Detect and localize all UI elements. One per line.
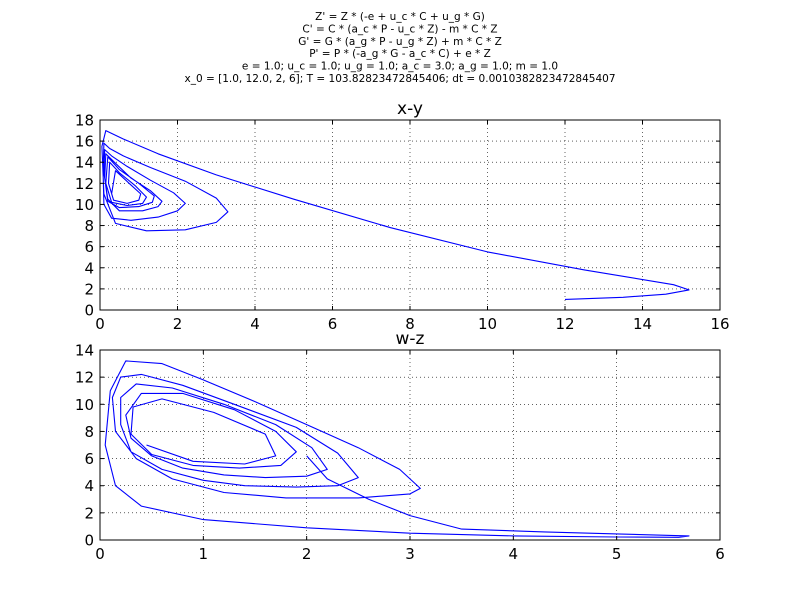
y-tick-label: 4 bbox=[84, 477, 94, 495]
equation-line: Z' = Z * (-e + u_c * C + u_g * G) bbox=[315, 11, 485, 23]
chart-title: w-z bbox=[396, 329, 425, 349]
y-tick-label: 14 bbox=[75, 154, 94, 172]
y-tick-label: 18 bbox=[75, 112, 94, 130]
x-tick-label: 6 bbox=[328, 315, 338, 333]
x-tick-label: 2 bbox=[173, 315, 183, 333]
equation-line: P' = P * (-a_g * G - a_c * C) + e * Z bbox=[309, 48, 491, 60]
y-tick-label: 8 bbox=[84, 423, 94, 441]
equation-line: x_0 = [1.0, 12.0, 2, 6]; T = 103.8282347… bbox=[184, 73, 615, 85]
series-line bbox=[101, 130, 690, 300]
y-tick-label: 6 bbox=[84, 450, 94, 468]
x-tick-label: 14 bbox=[633, 315, 652, 333]
series-line bbox=[104, 360, 690, 538]
y-tick-label: 10 bbox=[75, 196, 94, 214]
y-tick-label: 12 bbox=[75, 175, 94, 193]
x-tick-label: 0 bbox=[95, 545, 105, 563]
y-tick-label: 8 bbox=[84, 217, 94, 235]
x-tick-label: 8 bbox=[405, 315, 415, 333]
x-tick-label: 12 bbox=[555, 315, 574, 333]
y-tick-label: 6 bbox=[84, 238, 94, 256]
x-tick-label: 1 bbox=[199, 545, 209, 563]
x-tick-label: 16 bbox=[710, 315, 729, 333]
chart-title: x-y bbox=[397, 99, 423, 119]
equation-line: C' = C * (a_c * P - u_c * Z) - m * C * Z bbox=[302, 23, 497, 35]
y-tick-label: 0 bbox=[84, 302, 94, 320]
x-tick-label: 0 bbox=[95, 315, 105, 333]
y-tick-label: 12 bbox=[75, 369, 94, 387]
equation-line: e = 1.0; u_c = 1.0; u_g = 1.0; a_c = 3.0… bbox=[242, 61, 558, 73]
y-tick-label: 16 bbox=[75, 133, 94, 151]
y-tick-label: 2 bbox=[84, 504, 94, 522]
y-tick-label: 14 bbox=[75, 342, 94, 360]
y-tick-label: 0 bbox=[84, 532, 94, 550]
x-tick-label: 4 bbox=[509, 545, 519, 563]
x-tick-label: 3 bbox=[405, 545, 415, 563]
x-tick-label: 2 bbox=[302, 545, 312, 563]
y-tick-label: 4 bbox=[84, 259, 94, 277]
x-tick-label: 6 bbox=[715, 545, 725, 563]
equations-header: Z' = Z * (-e + u_c * C + u_g * G)C' = C … bbox=[184, 11, 615, 85]
equation-line: G' = G * (a_g * P - u_g * Z) + m * C * Z bbox=[298, 36, 502, 48]
x-tick-label: 4 bbox=[250, 315, 260, 333]
x-tick-label: 10 bbox=[478, 315, 497, 333]
x-tick-label: 5 bbox=[612, 545, 622, 563]
y-tick-label: 2 bbox=[84, 280, 94, 298]
y-tick-label: 10 bbox=[75, 396, 94, 414]
